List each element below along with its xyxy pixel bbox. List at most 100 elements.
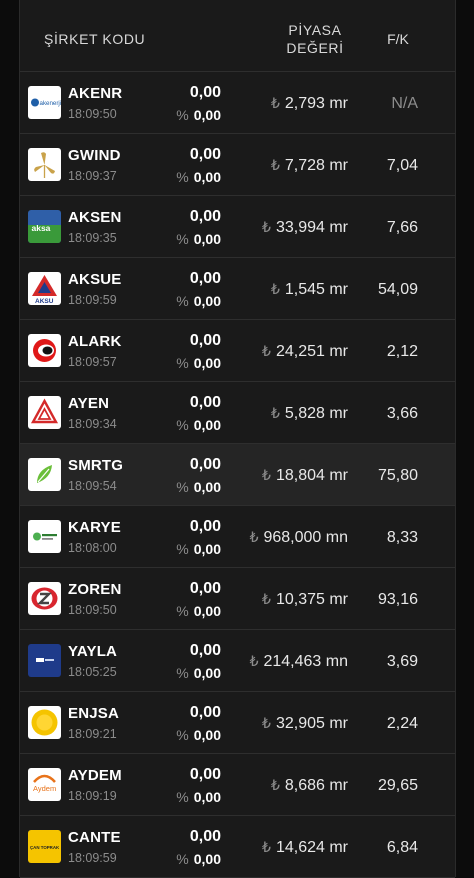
price-change-value: 0,00 [193, 727, 221, 743]
stock-list-panel: ŞİRKET KODU PİYASA DEĞERİ F/K akenerji A… [19, 0, 456, 878]
stock-code: AKSUE [68, 271, 122, 288]
stock-code: SMRTG [68, 457, 124, 474]
price-change-value: 0,00 [193, 789, 221, 805]
lira-icon: ₺ [270, 281, 280, 297]
lira-icon: ₺ [262, 219, 271, 235]
update-time: 18:09:50 [68, 603, 117, 617]
percent-symbol: % [176, 789, 189, 805]
stock-price: 0,00 [189, 828, 221, 845]
stock-price: 0,00 [189, 332, 221, 349]
market-value: ₺ 33,994 mr [262, 219, 348, 237]
update-time: 18:09:37 [68, 169, 117, 183]
aksa-logo: aksa [28, 210, 61, 243]
market-value: ₺ 5,828 mr [271, 405, 348, 423]
market-value-amount: 1,545 mr [284, 281, 348, 298]
percent-symbol: % [176, 231, 189, 247]
price-change: % 0,00 [176, 603, 221, 619]
zorlu-logo [28, 582, 61, 615]
market-value-amount: 2,793 mr [284, 95, 348, 112]
percent-symbol: % [176, 479, 189, 495]
stock-price: 0,00 [189, 704, 221, 721]
percent-symbol: % [176, 355, 189, 371]
market-value-amount: 8,686 mr [284, 777, 348, 794]
lira-icon: ₺ [262, 591, 271, 607]
stock-row-gwind[interactable]: GWIND 18:09:37 0,00 % 0,00 ₺ 7,728 mr 7,04 [20, 134, 455, 196]
lira-icon: ₺ [262, 343, 271, 359]
smart-gunes-logo [28, 458, 61, 491]
lira-icon: ₺ [262, 839, 271, 855]
table-header: ŞİRKET KODU PİYASA DEĞERİ F/K [20, 0, 455, 72]
lira-icon: ₺ [249, 653, 259, 669]
price-change: % 0,00 [176, 169, 221, 185]
stock-row-smrtg[interactable]: SMRTG 18:09:54 0,00 % 0,00 ₺ 18,804 mr 75,… [20, 444, 455, 506]
stock-row-aksue[interactable]: AKSU AKSUE 18:09:59 0,00 % 0,00 ₺ 1,545 mr… [20, 258, 455, 320]
percent-symbol: % [176, 851, 189, 867]
pe-ratio: 93,16 [377, 591, 418, 608]
price-change: % 0,00 [176, 107, 221, 123]
price-change: % 0,00 [176, 231, 221, 247]
percent-symbol: % [176, 417, 189, 433]
market-value-amount: 32,905 mr [275, 715, 348, 732]
update-time: 18:08:00 [68, 541, 117, 555]
stock-code: ENJSA [68, 705, 120, 722]
header-company-code[interactable]: ŞİRKET KODU [44, 31, 146, 47]
pe-ratio: 75,80 [377, 467, 418, 484]
galata-wind-logo [28, 148, 61, 181]
header-market-value[interactable]: PİYASA DEĞERİ [265, 21, 365, 57]
market-value: ₺ 10,375 mr [262, 591, 348, 609]
stock-row-aksen[interactable]: aksa AKSEN 18:09:35 0,00 % 0,00 ₺ 33,994 m… [20, 196, 455, 258]
aksu-logo: AKSU [28, 272, 61, 305]
price-change-value: 0,00 [193, 231, 221, 247]
pe-ratio: 7,04 [386, 157, 418, 174]
stock-row-aydem[interactable]: Aydem AYDEM 18:09:19 0,00 % 0,00 ₺ 8,686 m… [20, 754, 455, 816]
svg-text:ÇAN TOPRAK: ÇAN TOPRAK [30, 845, 60, 850]
market-value-amount: 14,624 mr [275, 839, 348, 856]
price-change-value: 0,00 [193, 293, 221, 309]
lira-icon: ₺ [270, 95, 280, 111]
stock-code: YAYLA [68, 643, 118, 660]
update-time: 18:09:59 [68, 293, 117, 307]
percent-symbol: % [176, 727, 189, 743]
stock-row-karye[interactable]: KARYE 18:08:00 0,00 % 0,00 ₺ 968,000 mn 8,… [20, 506, 455, 568]
stock-price: 0,00 [189, 208, 221, 225]
header-pe-ratio[interactable]: F/K [387, 31, 409, 47]
stock-row-alark[interactable]: ALARK 18:09:57 0,00 % 0,00 ₺ 24,251 mr 2,1… [20, 320, 455, 382]
stock-price: 0,00 [189, 270, 221, 287]
price-change-value: 0,00 [193, 541, 221, 557]
market-value: ₺ 8,686 mr [271, 777, 348, 795]
price-change: % 0,00 [176, 727, 221, 743]
update-time: 18:09:19 [68, 789, 117, 803]
stock-price: 0,00 [189, 580, 221, 597]
pe-ratio: 54,09 [377, 281, 418, 298]
market-value-amount: 18,804 mr [275, 467, 348, 484]
stock-code: CANTE [68, 829, 121, 846]
update-time: 18:05:25 [68, 665, 117, 679]
alarko-logo [28, 334, 61, 367]
stock-price: 0,00 [189, 84, 221, 101]
stock-code: KARYE [68, 519, 121, 536]
stock-price: 0,00 [189, 766, 221, 783]
update-time: 18:09:57 [68, 355, 117, 369]
pe-ratio: N/A [391, 95, 418, 112]
stock-code: ZOREN [68, 581, 122, 598]
stock-row-cante[interactable]: ÇAN TOPRAK CANTE 18:09:59 0,00 % 0,00 ₺ 14… [20, 816, 455, 878]
update-time: 18:09:34 [68, 417, 117, 431]
price-change-value: 0,00 [193, 603, 221, 619]
aydem-logo: Aydem [28, 768, 61, 801]
pe-ratio: 3,66 [386, 405, 418, 422]
ayen-logo [28, 396, 61, 429]
stock-row-yayla[interactable]: YAYLA 18:05:25 0,00 % 0,00 ₺ 214,463 mn 3,… [20, 630, 455, 692]
market-value: ₺ 968,000 mn [250, 529, 348, 547]
stock-row-ayen[interactable]: AYEN 18:09:34 0,00 % 0,00 ₺ 5,828 mr 3,66 [20, 382, 455, 444]
stock-price: 0,00 [189, 394, 221, 411]
lira-icon: ₺ [262, 467, 271, 483]
stock-price: 0,00 [189, 456, 221, 473]
price-change: % 0,00 [176, 417, 221, 433]
market-value-amount: 7,728 mr [284, 157, 348, 174]
price-change: % 0,00 [176, 293, 221, 309]
stock-row-zoren[interactable]: ZOREN 18:09:50 0,00 % 0,00 ₺ 10,375 mr 93,… [20, 568, 455, 630]
market-value-amount: 214,463 mn [263, 653, 348, 670]
stock-row-akenr[interactable]: akenerji AKENR 18:09:50 0,00 % 0,00 ₺ 2,79… [20, 72, 455, 134]
update-time: 18:09:54 [68, 479, 117, 493]
stock-row-enjsa[interactable]: ENJSA 18:09:21 0,00 % 0,00 ₺ 32,905 mr 2,2… [20, 692, 455, 754]
